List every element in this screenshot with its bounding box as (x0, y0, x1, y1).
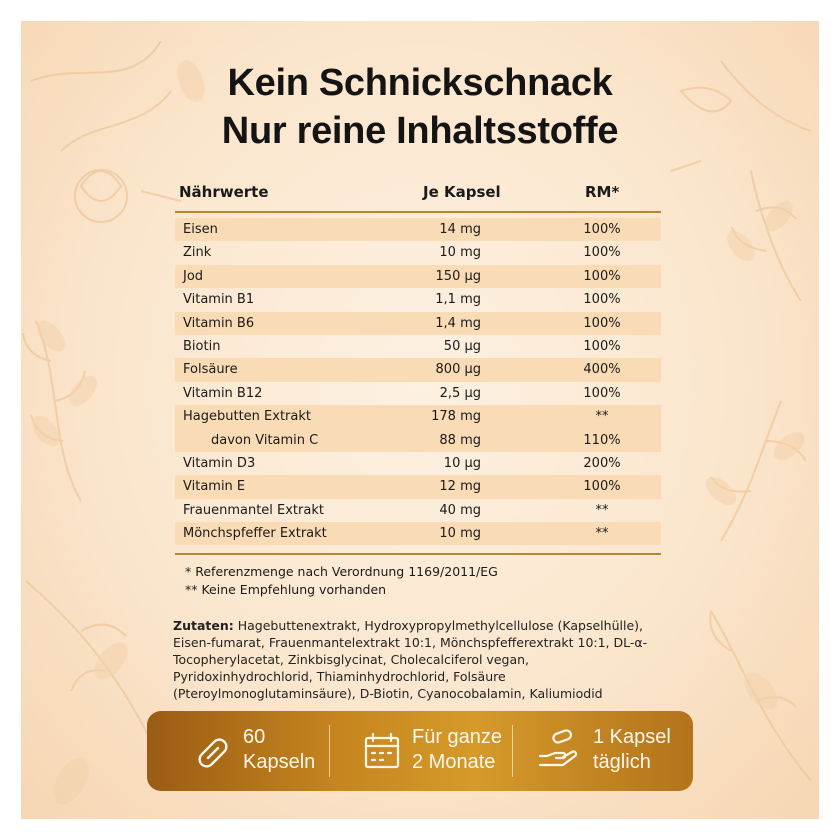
row-name: Biotin (183, 338, 221, 354)
row-rm: 100% (583, 385, 621, 401)
feature-divider (512, 725, 513, 777)
feature-capsules-line2: Kapseln (243, 751, 316, 773)
row-name: Folsäure (183, 362, 238, 378)
row-rm: 100% (583, 479, 621, 495)
row-rm: 100% (583, 268, 621, 284)
row-amount: 10 mg (439, 245, 481, 261)
feature-duration-line2: 2 Monate (412, 751, 496, 773)
row-amount: 12 mg (439, 479, 481, 495)
row-name: Vitamin B12 (183, 385, 263, 401)
ingredients-label: Zutaten: (173, 618, 234, 633)
feature-duration-line1: Für ganze (412, 726, 503, 748)
feature-bar: 60 Kapseln Für ganze 2 Monate (147, 711, 693, 791)
table-row: Zink 10 mg 100% (175, 241, 661, 264)
footnote-no-recommendation: ** Keine Empfehlung vorhanden (185, 582, 387, 597)
ingredients-text: Hagebuttenextrakt, Hydroxypropylmethylce… (173, 618, 648, 701)
header-rm: RM* (585, 183, 620, 201)
botanical-background (22, 40, 812, 805)
table-bottom-divider (175, 553, 661, 556)
feature-capsules-line1: 60 (243, 726, 266, 748)
table-row: Mönchspfeffer Extrakt 10 mg ** (175, 522, 661, 546)
row-rm: ** (595, 526, 609, 542)
feature-dosage-line2: täglich (593, 751, 651, 773)
table-row: Vitamin B6 1,4 mg 100% (175, 311, 661, 335)
header-je-kapsel: Je Kapsel (423, 183, 501, 201)
table-row: Folsäure 800 µg 400% (175, 358, 661, 382)
table-row: Vitamin B12 2,5 µg 100% (175, 382, 661, 405)
table-row: Vitamin E 12 mg 100% (175, 475, 661, 499)
row-name: Jod (183, 268, 204, 284)
feature-duration: Für ganze 2 Monate (330, 711, 512, 791)
row-name: Frauenmantel Extrakt (183, 502, 324, 518)
table-row: Biotin 50 µg 100% (175, 335, 661, 358)
row-amount: 40 mg (439, 502, 481, 518)
calendar-icon (364, 732, 400, 769)
header-naehrwerte: Nährwerte (179, 183, 269, 201)
table-row: Vitamin B1 1,1 mg 100% (175, 288, 661, 311)
row-amount: 2,5 µg (439, 385, 481, 401)
row-amount: 178 mg (431, 409, 481, 425)
row-amount: 10 µg (443, 455, 481, 471)
title-line-1: Kein Schnickschnack (227, 62, 613, 104)
row-name: Vitamin D3 (183, 455, 256, 471)
capsule-icon (198, 738, 228, 768)
footnote-rm: * Referenzmenge nach Verordnung 1169/201… (185, 564, 498, 579)
row-rm: 400% (583, 362, 621, 378)
row-amount: 1,1 mg (435, 292, 481, 308)
row-name: davon Vitamin C (211, 432, 319, 448)
row-rm: 100% (583, 315, 621, 331)
row-rm: 110% (583, 432, 621, 448)
row-amount: 1,4 mg (435, 315, 481, 331)
row-name: Zink (183, 245, 212, 261)
row-name: Hagebutten Extrakt (183, 409, 311, 425)
row-rm: 100% (583, 292, 621, 308)
table-row: davon Vitamin C 88 mg 110% (175, 428, 661, 452)
row-amount: 800 µg (435, 362, 481, 378)
row-name: Vitamin B6 (183, 315, 255, 331)
feature-dosage-line1: 1 Kapsel (593, 726, 671, 748)
ingredients-block: Zutaten: Hagebuttenextrakt, Hydroxypropy… (173, 617, 671, 702)
title-line-2: Nur reine Inhaltsstoffe (221, 110, 619, 152)
row-name: Eisen (183, 222, 218, 237)
hand-capsule-icon (538, 729, 578, 767)
table-row: Vitamin D3 10 µg 200% (175, 452, 661, 475)
row-amount: 50 µg (443, 338, 481, 354)
row-amount: 150 µg (435, 268, 481, 284)
row-amount: 14 mg (439, 222, 481, 237)
table-header: Nährwerte Je Kapsel RM* (175, 179, 661, 211)
feature-divider (329, 725, 330, 777)
feature-capsules: 60 Kapseln (147, 711, 329, 791)
row-amount: 88 mg (439, 432, 481, 448)
row-rm: ** (595, 409, 609, 425)
feature-dosage: 1 Kapsel täglich (513, 711, 693, 791)
row-rm: 200% (583, 455, 621, 471)
table-row: Jod 150 µg 100% (175, 264, 661, 289)
row-name: Vitamin B1 (183, 292, 255, 308)
product-card: Kein Schnickschnack Nur reine Inhaltssto… (21, 21, 819, 819)
row-name: Vitamin E (183, 479, 246, 495)
row-name: Mönchspfeffer Extrakt (183, 526, 327, 542)
table-row: Eisen 14 mg 100% (175, 218, 661, 242)
row-rm: 100% (583, 222, 621, 237)
header-divider (175, 211, 661, 213)
table-row: Frauenmantel Extrakt 40 mg ** (175, 499, 661, 522)
row-amount: 10 mg (439, 526, 481, 542)
row-rm: 100% (583, 338, 621, 354)
nutrition-table: Nährwerte Je Kapsel RM* Eisen 14 mg 100% Z… (175, 179, 661, 556)
row-rm: 100% (583, 245, 621, 261)
footnotes: * Referenzmenge nach Verordnung 1169/201… (185, 563, 498, 599)
table-row: Hagebutten Extrakt 178 mg ** (175, 405, 661, 429)
row-rm: ** (595, 502, 609, 518)
page-title: Kein Schnickschnack Nur reine Inhaltssto… (21, 59, 819, 155)
